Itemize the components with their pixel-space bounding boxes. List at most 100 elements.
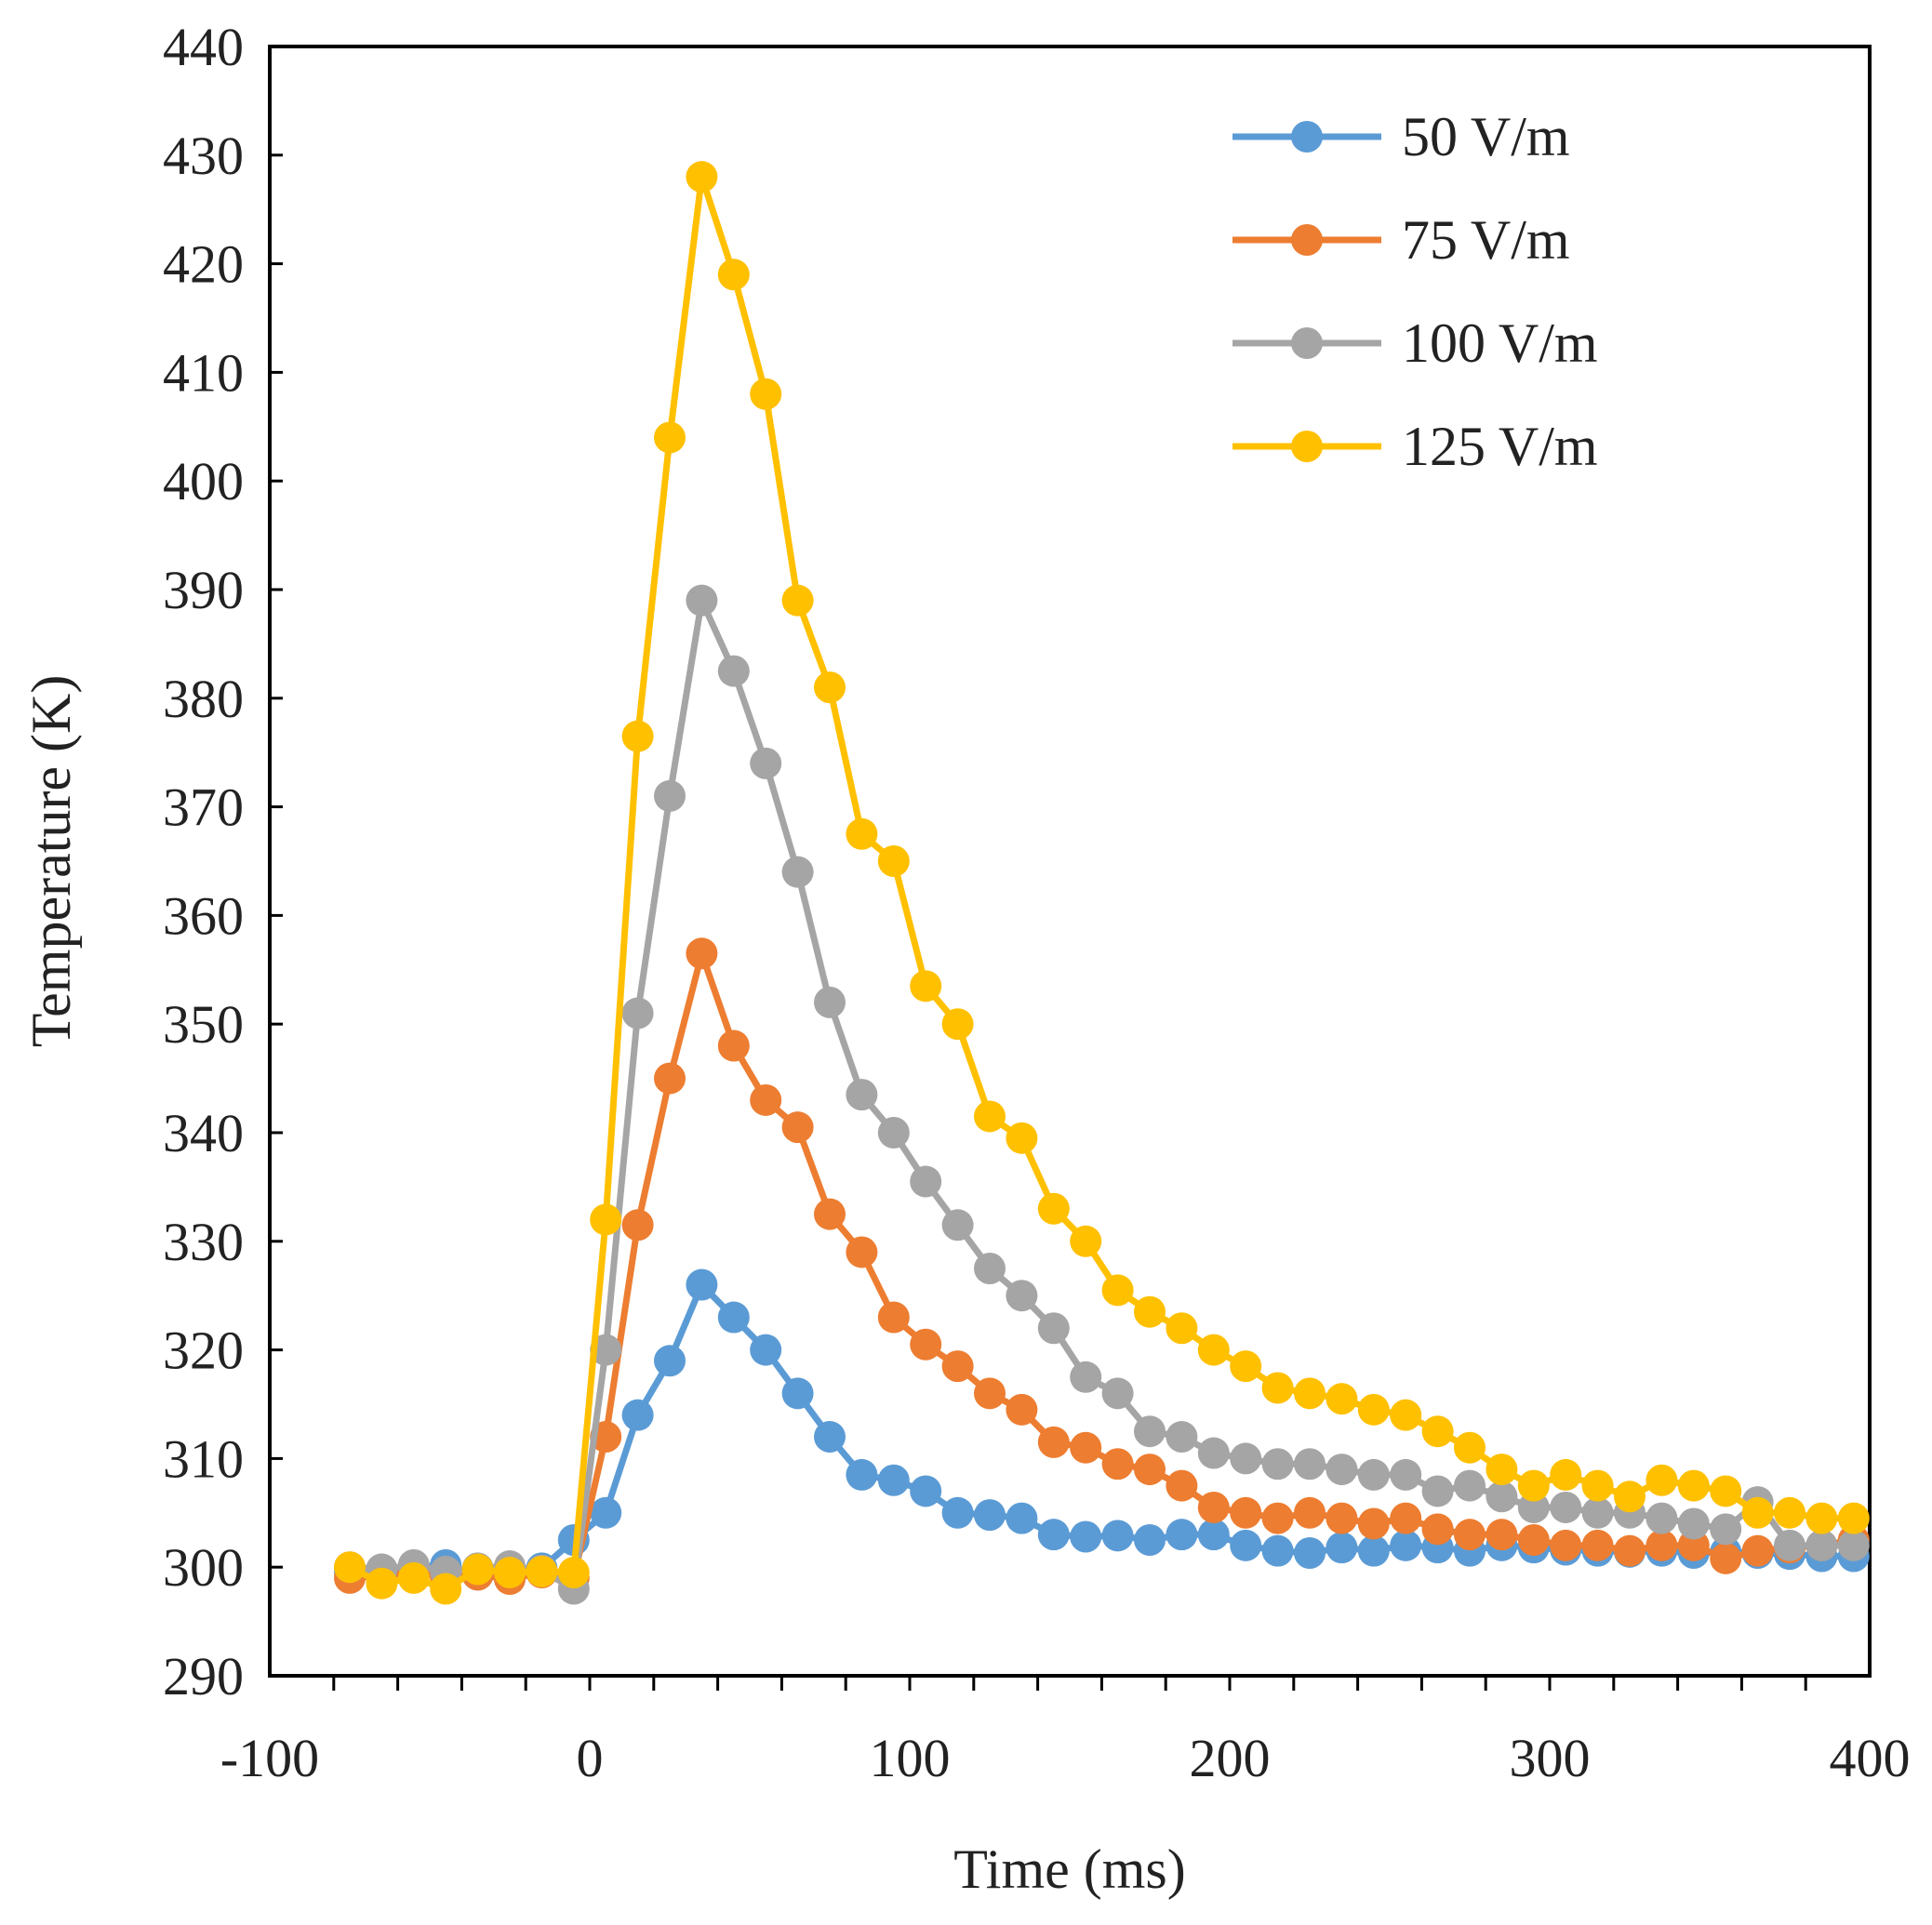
data-point — [781, 1377, 814, 1410]
data-point — [1357, 1534, 1390, 1567]
x-tick-label: 100 — [870, 1728, 951, 1788]
data-point — [1134, 1415, 1166, 1448]
data-point — [1454, 1519, 1486, 1551]
legend-label: 75 V/m — [1402, 209, 1570, 271]
data-point — [590, 1496, 622, 1529]
data-point — [1230, 1442, 1262, 1475]
data-point — [1261, 1502, 1294, 1534]
data-point — [814, 1421, 846, 1454]
data-point — [334, 1551, 366, 1584]
data-point — [1166, 1312, 1198, 1345]
data-point — [1390, 1399, 1422, 1431]
legend-swatch-marker — [1291, 224, 1323, 256]
data-point — [1710, 1475, 1742, 1507]
data-point — [1101, 1274, 1134, 1307]
legend-swatch-marker — [1291, 121, 1323, 153]
data-point — [461, 1553, 494, 1586]
data-point — [1646, 1464, 1678, 1496]
data-point — [814, 1198, 846, 1230]
data-point — [1294, 1377, 1326, 1410]
data-point — [1197, 1437, 1230, 1469]
data-point — [1197, 1334, 1230, 1366]
data-point — [941, 1496, 974, 1529]
data-point — [1805, 1529, 1838, 1561]
y-tick-label: 310 — [163, 1428, 244, 1489]
data-point — [1261, 1448, 1294, 1480]
data-point — [1774, 1496, 1805, 1529]
data-point — [1390, 1502, 1422, 1534]
data-point — [910, 1475, 942, 1507]
data-point — [846, 1079, 878, 1111]
x-axis-ticks: -100 0 100 200 300 400 — [220, 1676, 1911, 1788]
data-point — [1710, 1513, 1742, 1546]
data-point — [1837, 1502, 1870, 1534]
series-line — [348, 173, 1854, 1593]
series-100-v-m — [334, 584, 1870, 1605]
data-point — [1677, 1469, 1710, 1502]
y-tick-label: 400 — [163, 451, 244, 511]
data-point — [1166, 1421, 1198, 1454]
data-point — [974, 1499, 1006, 1532]
data-point — [781, 1111, 814, 1144]
data-point — [1037, 1312, 1070, 1345]
data-point — [654, 421, 686, 454]
data-point — [1357, 1393, 1390, 1426]
y-tick-label: 300 — [163, 1537, 244, 1598]
x-axis-title: Time (ms) — [953, 1839, 1186, 1900]
x-tick-label: 0 — [577, 1728, 604, 1788]
data-point — [430, 1573, 462, 1605]
data-point — [1134, 1524, 1166, 1556]
data-point — [941, 1350, 974, 1383]
data-point — [686, 161, 718, 193]
data-point — [1550, 1529, 1582, 1561]
legend-item: 75 V/m — [1232, 209, 1570, 271]
data-point — [1550, 1491, 1582, 1523]
data-point — [717, 1029, 750, 1062]
data-point — [781, 856, 814, 888]
data-point — [654, 779, 686, 812]
data-point — [1326, 1532, 1358, 1564]
data-point — [1646, 1502, 1678, 1534]
data-point — [1486, 1454, 1518, 1486]
data-point — [1517, 1524, 1550, 1556]
data-point — [717, 655, 750, 687]
y-tick-label: 390 — [163, 560, 244, 620]
y-axis-ticks: 290 300 310 320 330 340 350 360 370 380 390 400 410 4… — [163, 17, 283, 1706]
data-point — [814, 986, 846, 1018]
data-point — [686, 584, 718, 617]
data-point — [846, 1458, 878, 1491]
data-point — [1741, 1534, 1774, 1567]
data-point — [590, 1203, 622, 1236]
data-point — [621, 1209, 654, 1241]
data-point — [1421, 1415, 1454, 1448]
data-point — [1134, 1454, 1166, 1486]
series-layer — [334, 161, 1870, 1605]
data-point — [877, 1301, 910, 1334]
data-point — [1357, 1458, 1390, 1491]
data-point — [1390, 1529, 1422, 1561]
data-point — [1454, 1431, 1486, 1464]
y-tick-label: 370 — [163, 777, 244, 838]
y-axis-title: Temperature (K) — [20, 675, 82, 1048]
legend: 50 V/m 75 V/m 100 V/m 125 V/m — [1232, 106, 1598, 477]
data-point — [526, 1555, 558, 1587]
data-point — [1006, 1122, 1038, 1154]
y-tick-label: 350 — [163, 994, 244, 1055]
data-point — [1166, 1519, 1198, 1551]
data-point — [1677, 1507, 1710, 1540]
data-point — [1517, 1469, 1550, 1502]
data-point — [1614, 1480, 1646, 1513]
legend-label: 100 V/m — [1402, 312, 1598, 374]
data-point — [1070, 1225, 1102, 1257]
y-tick-label: 340 — [163, 1103, 244, 1163]
data-point — [1261, 1372, 1294, 1404]
data-point — [621, 720, 654, 752]
data-point — [1486, 1519, 1518, 1551]
x-tick-label: 200 — [1190, 1728, 1271, 1788]
series-line — [349, 597, 1854, 1593]
data-point — [686, 937, 718, 970]
data-point — [1006, 1280, 1038, 1312]
legend-item: 50 V/m — [1232, 106, 1570, 167]
data-point — [1006, 1502, 1038, 1534]
